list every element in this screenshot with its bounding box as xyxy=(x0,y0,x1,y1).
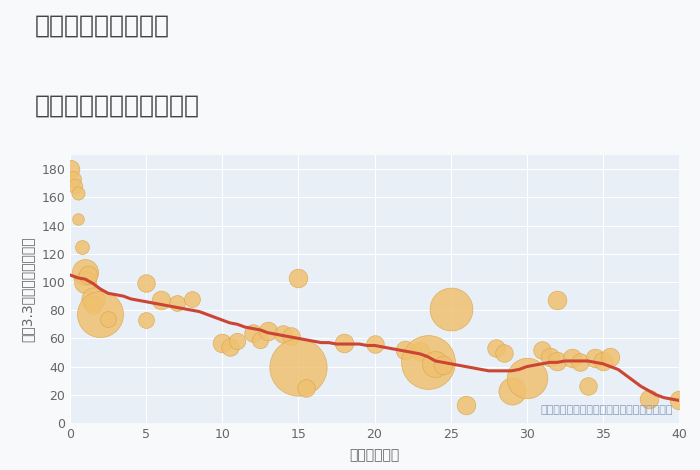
Point xyxy=(69,182,80,190)
Point xyxy=(224,343,235,351)
X-axis label: 築年数（年）: 築年数（年） xyxy=(349,448,400,462)
Text: 奈良県生駒市辻町の: 奈良県生駒市辻町の xyxy=(35,14,170,38)
Point xyxy=(232,337,243,345)
Point xyxy=(76,243,88,251)
Point xyxy=(247,329,258,337)
Point xyxy=(262,328,274,335)
Point xyxy=(293,363,304,370)
Point xyxy=(491,345,502,352)
Point xyxy=(544,353,555,360)
Point xyxy=(414,347,426,355)
Point xyxy=(72,215,83,222)
Point xyxy=(80,278,91,286)
Point xyxy=(589,354,601,362)
Point xyxy=(582,383,594,390)
Point xyxy=(141,316,152,324)
Point xyxy=(293,274,304,282)
Point xyxy=(521,374,532,382)
Point xyxy=(255,336,266,344)
Point xyxy=(597,357,608,365)
Point xyxy=(300,384,312,392)
Point xyxy=(369,340,380,348)
Text: 円の大きさは、取引のあった物件面積を示す: 円の大きさは、取引のあった物件面積を示す xyxy=(540,405,673,415)
Point xyxy=(422,359,433,366)
Y-axis label: 坪（3.3㎡）単価（万円）: 坪（3.3㎡）単価（万円） xyxy=(20,236,34,342)
Point xyxy=(217,339,228,346)
Point xyxy=(536,346,547,353)
Point xyxy=(438,361,449,369)
Point xyxy=(430,360,441,368)
Point xyxy=(72,189,83,197)
Point xyxy=(339,339,350,346)
Point xyxy=(506,387,517,394)
Point xyxy=(88,301,99,308)
Point xyxy=(567,354,578,362)
Point xyxy=(95,311,106,318)
Point xyxy=(80,268,91,276)
Point xyxy=(277,330,289,338)
Point xyxy=(186,295,197,303)
Point xyxy=(552,357,563,365)
Point xyxy=(605,353,616,360)
Point xyxy=(156,297,167,304)
Point xyxy=(399,346,410,353)
Point xyxy=(285,332,296,339)
Point xyxy=(575,359,586,366)
Point xyxy=(461,401,472,408)
Point xyxy=(445,305,456,313)
Point xyxy=(171,299,182,307)
Point xyxy=(64,165,76,173)
Point xyxy=(141,280,152,287)
Point xyxy=(88,295,99,303)
Point xyxy=(67,175,78,183)
Point xyxy=(673,397,685,404)
Point xyxy=(83,271,94,279)
Point xyxy=(498,349,510,356)
Point xyxy=(102,315,113,322)
Point xyxy=(552,297,563,304)
Text: 築年数別中古戸建て価格: 築年数別中古戸建て価格 xyxy=(35,94,200,118)
Point xyxy=(643,395,655,403)
